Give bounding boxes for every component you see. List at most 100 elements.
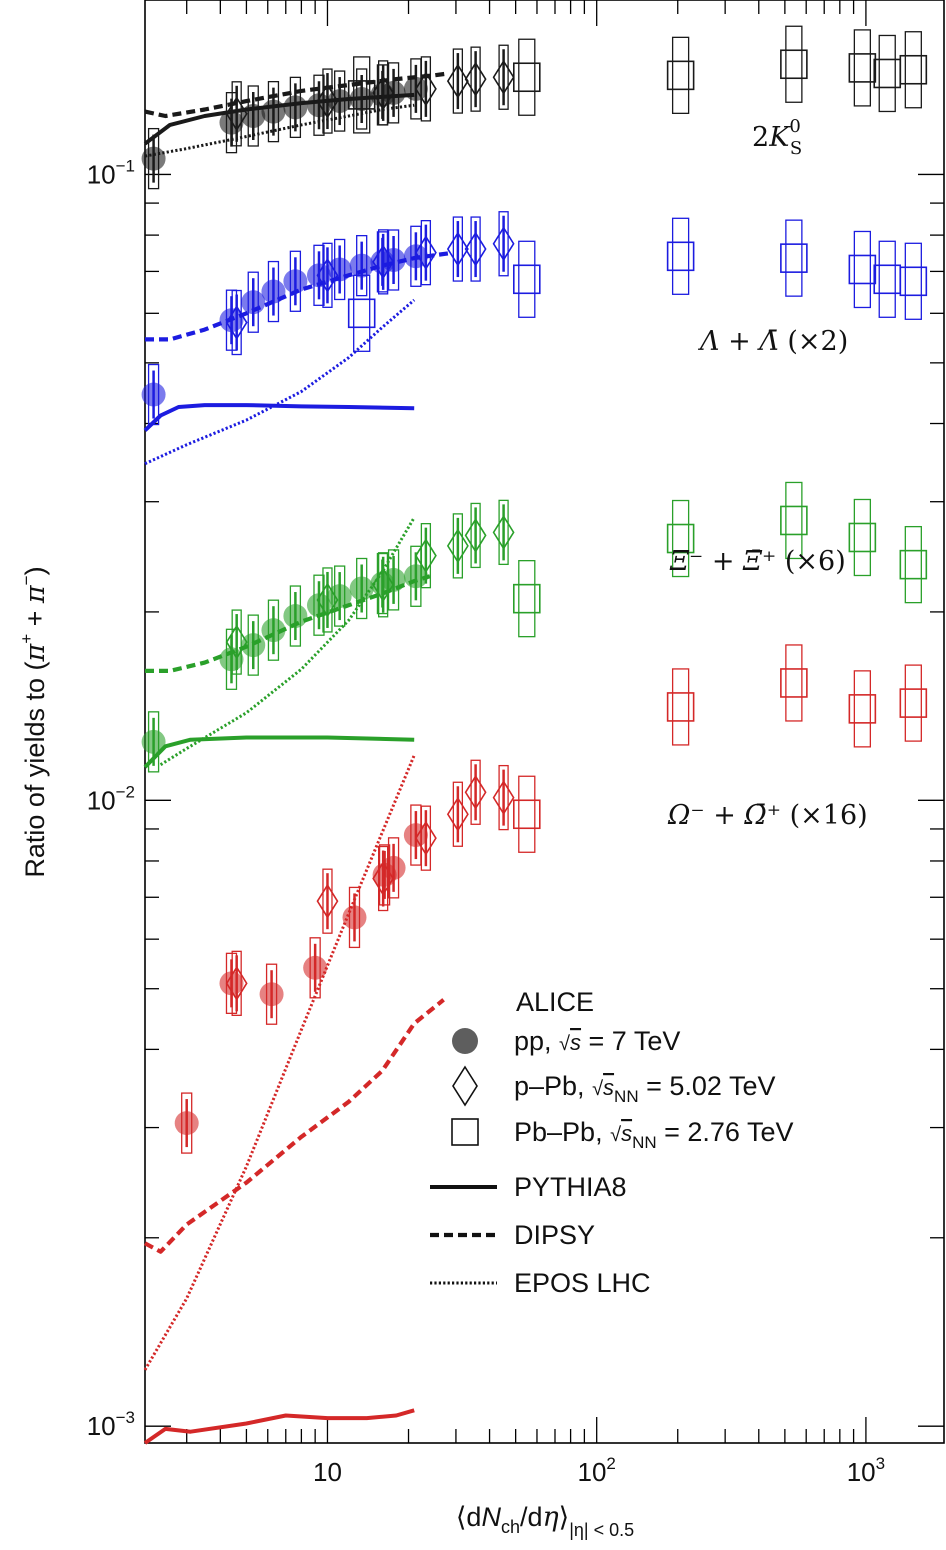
x-axis-label: ⟨dNch/dη⟩|η| < 0.5	[456, 1502, 634, 1540]
omega-ppb-marker	[225, 965, 248, 1001]
k0s-ppb-marker	[492, 59, 515, 95]
x-tick-base: 10	[577, 1457, 606, 1487]
xi-ppb-syst-box	[231, 609, 242, 675]
lambda-ppb-syst-box	[231, 289, 242, 356]
x-tick-exponent: 3	[876, 1454, 885, 1473]
omega-dipsy-curve	[144, 998, 445, 1254]
xi-epos-curve	[159, 516, 416, 766]
omega-pythia-curve	[143, 1408, 415, 1445]
x-tick-base: 10	[313, 1457, 342, 1487]
xi-pbpb-syst-box	[785, 481, 803, 560]
legend-energy-value: = 5.02 TeV	[639, 1071, 776, 1101]
legend-energy-value: = 2.76 TeV	[657, 1117, 794, 1147]
xi-label: Ξ⁻ + Ξ̄⁺ (×6)	[669, 546, 846, 577]
k0s-pbpb-syst-box	[785, 25, 803, 103]
omega-ppb-syst-box	[231, 950, 242, 1016]
lambda-pbpb-marker	[512, 264, 541, 295]
xi-pbpb-marker	[899, 549, 928, 580]
omega-pbpb-marker	[899, 688, 928, 718]
lambda-pbpb-marker	[666, 241, 695, 272]
ylabel-plus: +	[20, 603, 50, 634]
omega-label: Ω⁻ + Ω̄⁺ (×16)	[667, 800, 868, 831]
lambda-ppb-syst-box	[452, 216, 464, 282]
omega-pbpb-syst-box	[853, 670, 872, 748]
plot-frame	[144, 0, 945, 1444]
omega-pbpb-marker	[666, 692, 695, 722]
xlabel-slash: /d	[520, 1502, 543, 1532]
lambda-pbpb-marker	[848, 254, 877, 285]
ylabel-pi: π	[20, 643, 51, 663]
k0s-label: 2K0 S	[752, 116, 802, 159]
legend-energy-sub: NN	[632, 1133, 657, 1152]
x-tick-base: 10	[847, 1457, 876, 1487]
k0s-pbpb-syst-box	[671, 36, 690, 114]
omega-pbpb-marker	[512, 799, 541, 830]
y-tick-label: 10−1	[87, 156, 135, 189]
omega-ppb-marker	[464, 774, 487, 810]
y-tick-exponent: −2	[116, 782, 135, 801]
lambda-ppb-marker	[414, 235, 437, 271]
legend-marker-diamond	[452, 1065, 478, 1107]
lambda-ppb-syst-box	[378, 229, 389, 295]
k0s-pbpb-syst-box	[518, 38, 536, 116]
lambda-ppb-marker	[316, 257, 339, 293]
xi-ppb-syst-box	[498, 499, 509, 566]
x-tick-label: 102	[577, 1454, 615, 1487]
axis-ticks	[145, 0, 944, 1443]
xi-ppb-marker	[225, 624, 248, 660]
lambda-pbpb-marker	[873, 264, 902, 295]
y-tick-exponent: −1	[116, 156, 135, 175]
legend-energy-sub: NN	[614, 1087, 639, 1106]
label-suffix: (×6)	[776, 546, 845, 577]
k0s-ppb-syst-box	[231, 81, 242, 147]
lambda-ppb-marker	[492, 226, 515, 262]
legend-sqrt: √	[610, 1124, 621, 1146]
lambda-pbpb-syst-box	[878, 240, 896, 318]
lambda-pbpb-syst-box	[671, 217, 690, 295]
omega-ppb-marker	[492, 780, 515, 816]
lambda-ppb-syst-box	[470, 216, 481, 282]
legend-title: ALICE	[516, 987, 594, 1017]
label-symbol: Ξ⁻ + Ξ̄⁺	[669, 546, 776, 577]
k0s-ppb-marker	[316, 83, 339, 119]
k0s-pbpb-syst-box	[878, 34, 896, 113]
k0s-pbpb-marker	[899, 54, 928, 85]
xlabel-range: |η| < 0.5	[569, 1520, 634, 1540]
omega-ppb-marker	[414, 820, 437, 856]
ylabel-prefix: Ratio of yields to (	[20, 662, 50, 878]
lambda-pbpb-syst-box	[904, 242, 922, 320]
omega-ppb-marker	[316, 883, 339, 919]
k0s-epos-curve	[144, 103, 415, 158]
xi-pbpb-syst-box	[518, 560, 536, 638]
xi-ppb-syst-box	[322, 567, 333, 633]
legend-energy-value: = 7 TeV	[581, 1026, 680, 1056]
legend-energy-var: s	[621, 1121, 632, 1146]
lambda-label: Λ + Λ̄ (×2)	[697, 326, 848, 357]
k0s-ppb-marker	[372, 75, 395, 111]
k0s-ppb-marker	[446, 63, 469, 99]
label-subscript: S	[790, 138, 802, 159]
y-tick-label: 10−3	[87, 1408, 135, 1441]
legend-energy-var: s	[570, 1030, 581, 1055]
omega-epos-curve	[143, 754, 416, 1371]
legend-system: Pb–Pb,	[514, 1117, 610, 1147]
k0s-pbpb-marker	[873, 58, 902, 89]
ylabel-pi: π	[20, 584, 51, 604]
xi-pbpb-marker	[512, 583, 541, 614]
y-tick-base: 10	[87, 159, 116, 189]
y-axis-label: Ratio of yields to (π+ + π−)	[17, 566, 51, 877]
omega-ppb-syst-box	[378, 845, 389, 912]
legend-system: p–Pb,	[514, 1071, 592, 1101]
omega-ppb-marker	[446, 796, 469, 832]
lambda-ppb-syst-box	[498, 211, 509, 277]
ylabel-suffix: )	[20, 566, 50, 575]
omega-pbpb-syst-box	[671, 668, 690, 746]
omega-ppb-marker	[372, 861, 395, 897]
xi-pbpb-syst-box	[904, 525, 922, 604]
k0s-ppb-syst-box	[420, 56, 432, 122]
label-symbol: K	[768, 122, 791, 153]
k0s-pbpb-syst-box	[853, 29, 872, 107]
